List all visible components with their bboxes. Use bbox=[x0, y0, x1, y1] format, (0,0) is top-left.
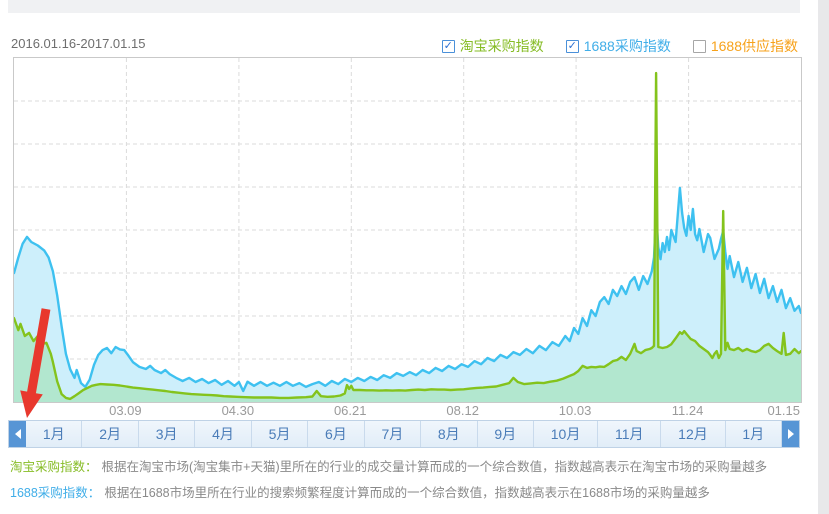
month-cell-apr[interactable]: 4月 bbox=[195, 421, 252, 447]
checkbox-checked-icon: ✓ bbox=[441, 39, 455, 53]
x-tick: 01.15 bbox=[767, 403, 800, 418]
index-trend-chart bbox=[12, 58, 803, 402]
month-cell-sep[interactable]: 9月 bbox=[477, 421, 534, 447]
month-cell-jan2[interactable]: 1月 bbox=[725, 421, 782, 447]
description-term: 1688采购指数： bbox=[10, 486, 101, 500]
checkbox-checked-icon: ✓ bbox=[565, 39, 579, 53]
legend-label: 淘宝采购指数 bbox=[459, 38, 544, 54]
month-cell-aug[interactable]: 8月 bbox=[421, 421, 478, 447]
legend-item-taobao-purchase[interactable]: ✓ 淘宝采购指数 bbox=[441, 36, 544, 56]
legend-label: 1688采购指数 bbox=[583, 38, 671, 54]
alibaba-index-description: 1688采购指数： 根据在1688市场里所在行业的搜索频繁程度计算而成的一个综合数… bbox=[10, 482, 825, 501]
x-tick: 08.12 bbox=[446, 403, 479, 418]
description-term: 淘宝采购指数： bbox=[10, 460, 98, 474]
legend-item-1688-purchase[interactable]: ✓ 1688采购指数 bbox=[565, 36, 671, 56]
month-cell-dec[interactable]: 12月 bbox=[661, 421, 726, 447]
legend-label: 1688供应指数 bbox=[710, 38, 798, 54]
month-cell-oct[interactable]: 10月 bbox=[533, 421, 599, 447]
month-cell-jun[interactable]: 6月 bbox=[308, 421, 365, 447]
left-triangle-icon bbox=[14, 429, 21, 439]
month-cell-nov[interactable]: 11月 bbox=[598, 421, 662, 447]
month-cell-jul[interactable]: 7月 bbox=[364, 421, 422, 447]
next-month-button[interactable] bbox=[782, 421, 799, 447]
description-text: 根据在淘宝市场(淘宝集市+天猫)里所在的行业的成交量计算而成的一个综合数值，指数… bbox=[101, 460, 768, 474]
checkbox-unchecked-icon bbox=[692, 39, 706, 53]
taobao-index-description: 淘宝采购指数： 根据在淘宝市场(淘宝集市+天猫)里所在的行业的成交量计算而成的一个… bbox=[10, 456, 825, 475]
description-text: 根据在1688市场里所在行业的搜索频繁程度计算而成的一个综合数值，指数越高表示在… bbox=[104, 486, 710, 500]
chart-plot-area[interactable] bbox=[12, 57, 803, 403]
right-triangle-icon bbox=[787, 429, 794, 439]
x-tick: 11.24 bbox=[671, 403, 704, 418]
month-cell-may[interactable]: 5月 bbox=[251, 421, 309, 447]
legend-item-1688-supply[interactable]: 1688供应指数 bbox=[692, 36, 798, 56]
prev-month-button[interactable] bbox=[9, 421, 26, 447]
series-legend: ✓ 淘宝采购指数 ✓ 1688采购指数 1688供应指数 bbox=[441, 36, 798, 56]
month-cell-mar[interactable]: 3月 bbox=[138, 421, 196, 447]
month-cell-feb[interactable]: 2月 bbox=[82, 421, 139, 447]
x-tick: 10.03 bbox=[558, 403, 592, 418]
x-axis-tick-labels: 03.09 04.30 06.21 08.12 10.03 11.24 01.1… bbox=[13, 403, 800, 419]
month-cell-jan[interactable]: 1月 bbox=[26, 421, 83, 447]
page-right-edge bbox=[818, 0, 829, 514]
page-top-edge bbox=[8, 0, 800, 13]
x-tick: 04.30 bbox=[221, 403, 255, 418]
date-range-label: 2016.01.16-2017.01.15 bbox=[11, 36, 146, 51]
x-tick: 06.21 bbox=[333, 403, 367, 418]
month-navigation-bar: 1月 2月 3月 4月 5月 6月 7月 8月 9月 10月 11月 12月 1… bbox=[8, 420, 800, 448]
x-tick: 03.09 bbox=[109, 403, 142, 418]
